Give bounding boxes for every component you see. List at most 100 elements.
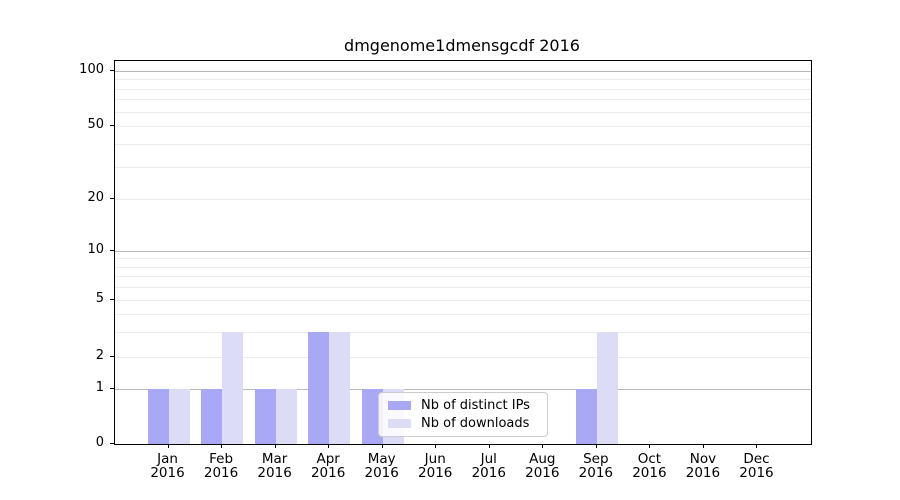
bar-distinct-ips	[575, 389, 597, 444]
y-tick-label: 20	[87, 190, 104, 205]
x-tick-label: Jan 2016	[136, 452, 200, 480]
x-tick-month: Dec	[743, 451, 770, 467]
legend-swatch-distinct-ips	[388, 401, 411, 411]
minor-gridline	[115, 199, 811, 200]
minor-gridline	[115, 357, 811, 358]
y-tick-mark	[110, 125, 115, 126]
x-tick-month: Aug	[529, 451, 556, 467]
y-tick-label: 100	[79, 62, 104, 77]
y-tick-label: 0	[95, 435, 104, 450]
minor-gridline	[115, 331, 811, 333]
bar-distinct-ips	[361, 389, 383, 444]
minor-gridline	[115, 79, 811, 81]
minor-gridline	[115, 88, 811, 90]
x-tick-label: Mar 2016	[243, 452, 307, 480]
plot-area	[114, 60, 812, 445]
x-tick-label: Oct 2016	[617, 452, 681, 480]
y-tick-mark	[110, 299, 115, 300]
bar-downloads	[329, 331, 351, 444]
x-tick-mark	[595, 444, 597, 448]
minor-gridline	[115, 143, 811, 145]
major-gridline	[115, 71, 811, 72]
chart-title: dmgenome1dmensgcdf 2016	[344, 36, 580, 55]
y-tick-mark	[110, 70, 115, 71]
y-tick-mark	[110, 388, 115, 389]
legend-item-downloads: Nb of downloads	[388, 415, 539, 432]
y-tick-label: 1	[95, 380, 104, 395]
bar-downloads	[222, 331, 244, 444]
bar-distinct-ips	[308, 331, 330, 444]
bar-distinct-ips	[254, 389, 276, 444]
x-tick-mark	[328, 444, 330, 448]
x-tick-year: 2016	[203, 465, 239, 481]
x-tick-year: 2016	[150, 465, 185, 481]
x-tick-label: Jun 2016	[403, 452, 467, 480]
bar-distinct-ips	[201, 389, 223, 444]
y-tick-mark	[110, 443, 115, 444]
x-tick-month: Jan	[157, 451, 178, 467]
minor-gridline	[115, 99, 811, 101]
x-tick-month: Feb	[209, 451, 234, 467]
legend-label-distinct-ips: Nb of distinct IPs	[421, 398, 530, 414]
x-tick-month: Sep	[583, 451, 609, 467]
legend-swatch-downloads	[388, 418, 411, 428]
bar-distinct-ips	[147, 389, 169, 444]
minor-gridline	[115, 313, 811, 315]
legend: Nb of distinct IPs Nb of downloads	[378, 392, 548, 437]
y-tick-label: 10	[87, 242, 104, 257]
x-tick-mark	[221, 444, 223, 448]
minor-gridline	[115, 126, 811, 127]
x-tick-label: Jul 2016	[457, 452, 521, 480]
y-tick-mark	[110, 250, 115, 251]
x-tick-label: Feb 2016	[189, 452, 253, 480]
major-gridline	[115, 251, 811, 252]
x-tick-year: 2016	[310, 465, 346, 481]
legend-label-downloads: Nb of downloads	[421, 415, 530, 431]
x-tick-month: Mar	[261, 451, 288, 467]
y-tick-mark	[110, 356, 115, 357]
minor-gridline	[115, 300, 811, 301]
x-tick-label: Aug 2016	[510, 452, 574, 480]
x-tick-label: May 2016	[350, 452, 414, 480]
x-tick-year: 2016	[632, 465, 667, 481]
x-tick-label: Apr 2016	[296, 452, 360, 480]
x-tick-year: 2016	[685, 465, 721, 481]
bar-downloads	[275, 389, 297, 444]
y-tick-mark	[110, 198, 115, 199]
x-tick-mark	[381, 444, 383, 448]
legend-item-distinct-ips: Nb of distinct IPs	[388, 397, 539, 414]
x-tick-mark	[167, 444, 169, 448]
x-tick-mark	[756, 444, 758, 448]
bar-downloads	[168, 389, 190, 444]
minor-gridline	[115, 111, 811, 113]
x-tick-month: Jun	[424, 451, 446, 467]
x-tick-month: Nov	[689, 451, 717, 467]
x-tick-mark	[702, 444, 704, 448]
y-tick-label: 50	[87, 117, 104, 132]
x-tick-mark	[488, 444, 490, 448]
x-tick-year: 2016	[578, 465, 614, 481]
major-gridline	[115, 389, 811, 390]
x-tick-year: 2016	[257, 465, 292, 481]
x-tick-year: 2016	[471, 465, 506, 481]
x-tick-mark	[274, 444, 276, 448]
x-tick-year: 2016	[739, 465, 774, 481]
minor-gridline	[115, 266, 811, 268]
x-tick-label: Nov 2016	[671, 452, 735, 480]
x-tick-month: May	[367, 451, 396, 467]
x-tick-mark	[542, 444, 544, 448]
x-tick-month: Jul	[480, 451, 497, 467]
bar-downloads	[596, 331, 618, 444]
x-tick-year: 2016	[525, 465, 560, 481]
y-tick-label: 2	[95, 348, 104, 363]
x-tick-year: 2016	[418, 465, 453, 481]
x-tick-mark	[649, 444, 651, 448]
y-tick-label: 5	[95, 291, 104, 306]
x-tick-label: Sep 2016	[564, 452, 628, 480]
x-tick-year: 2016	[364, 465, 399, 481]
minor-gridline	[115, 276, 811, 278]
minor-gridline	[115, 166, 811, 168]
x-tick-month: Apr	[316, 451, 340, 467]
x-tick-mark	[435, 444, 437, 448]
